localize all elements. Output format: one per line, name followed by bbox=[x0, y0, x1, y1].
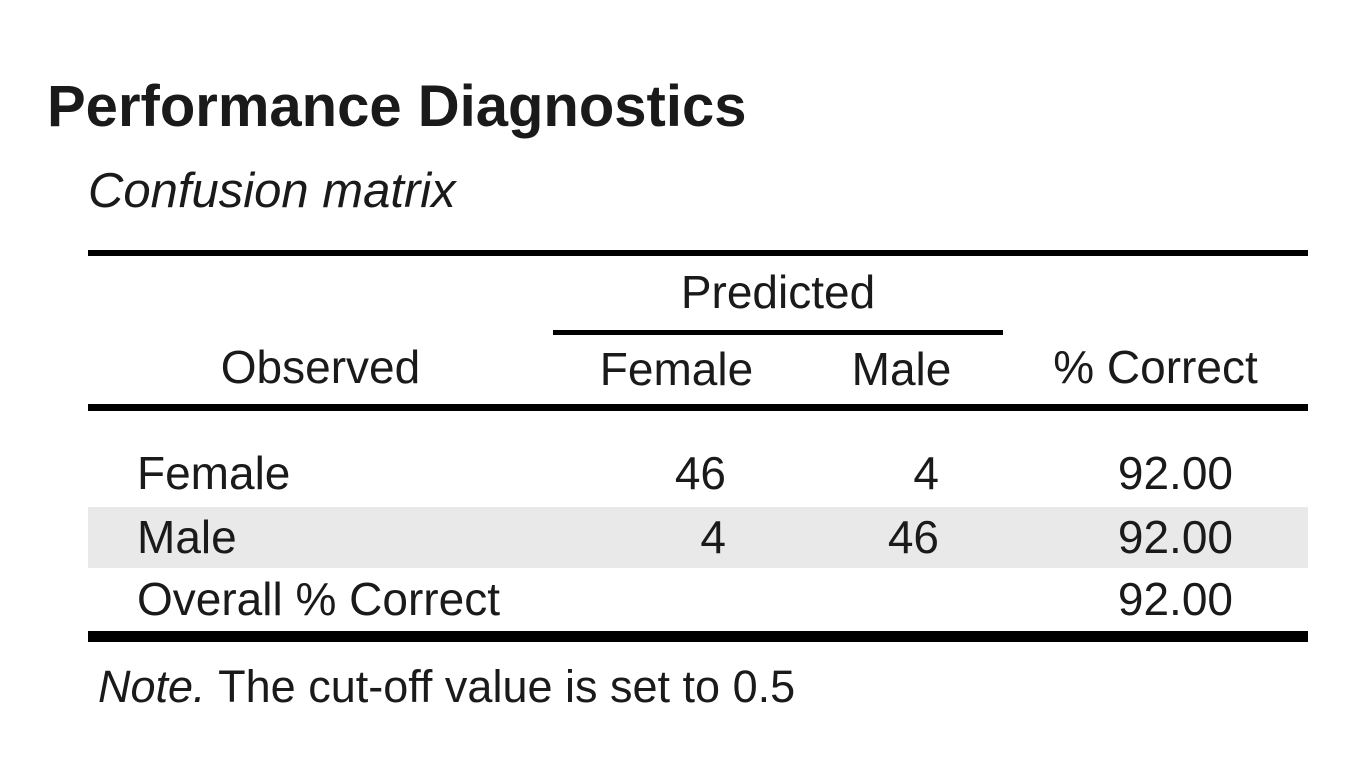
group-header-row: Predicted bbox=[88, 253, 1308, 335]
cell-predicted-male: 46 bbox=[887, 511, 939, 564]
group-header-spacer-right bbox=[1003, 253, 1308, 332]
cell-pct-correct: 92.00 bbox=[1117, 447, 1233, 500]
column-header-pct-correct: % Correct bbox=[1003, 332, 1308, 411]
cell-predicted-female: 4 bbox=[700, 511, 726, 564]
page-title: Performance Diagnostics bbox=[47, 73, 747, 139]
column-header-observed: Observed bbox=[88, 332, 553, 411]
column-header-male: Male bbox=[800, 332, 1003, 411]
table-header: Predicted Observed Female Male % Correct bbox=[88, 253, 1308, 411]
cell-predicted-male bbox=[800, 568, 1003, 636]
group-header-predicted: Predicted bbox=[553, 253, 1003, 335]
table-body: Female 46 4 92.00 Male 4 46 92.00 Overal… bbox=[88, 407, 1308, 636]
note-label: Note. bbox=[98, 661, 206, 712]
confusion-matrix-table: Predicted Observed Female Male % Correct… bbox=[88, 250, 1308, 642]
cell-pct-correct: 92.00 bbox=[1117, 572, 1233, 625]
cell-predicted-female bbox=[553, 568, 800, 636]
note-text: The cut-off value is set to 0.5 bbox=[218, 661, 796, 712]
table-row-overall: Overall % Correct 92.00 bbox=[88, 568, 1308, 636]
group-header-spacer-left bbox=[88, 253, 553, 332]
table-note: Note. The cut-off value is set to 0.5 bbox=[98, 661, 795, 713]
table-caption: Confusion matrix bbox=[88, 164, 456, 218]
column-header-female: Female bbox=[553, 332, 800, 411]
column-header-row: Observed Female Male % Correct bbox=[88, 332, 1308, 411]
table-row-male: Male 4 46 92.00 bbox=[88, 507, 1308, 568]
cell-predicted-female: 46 bbox=[674, 447, 726, 500]
row-label: Overall % Correct bbox=[137, 572, 500, 625]
row-label: Male bbox=[137, 511, 237, 564]
row-label: Female bbox=[137, 447, 291, 500]
cell-predicted-male: 4 bbox=[913, 447, 939, 500]
table-row-female: Female 46 4 92.00 bbox=[88, 407, 1308, 507]
cell-pct-correct: 92.00 bbox=[1117, 511, 1233, 564]
